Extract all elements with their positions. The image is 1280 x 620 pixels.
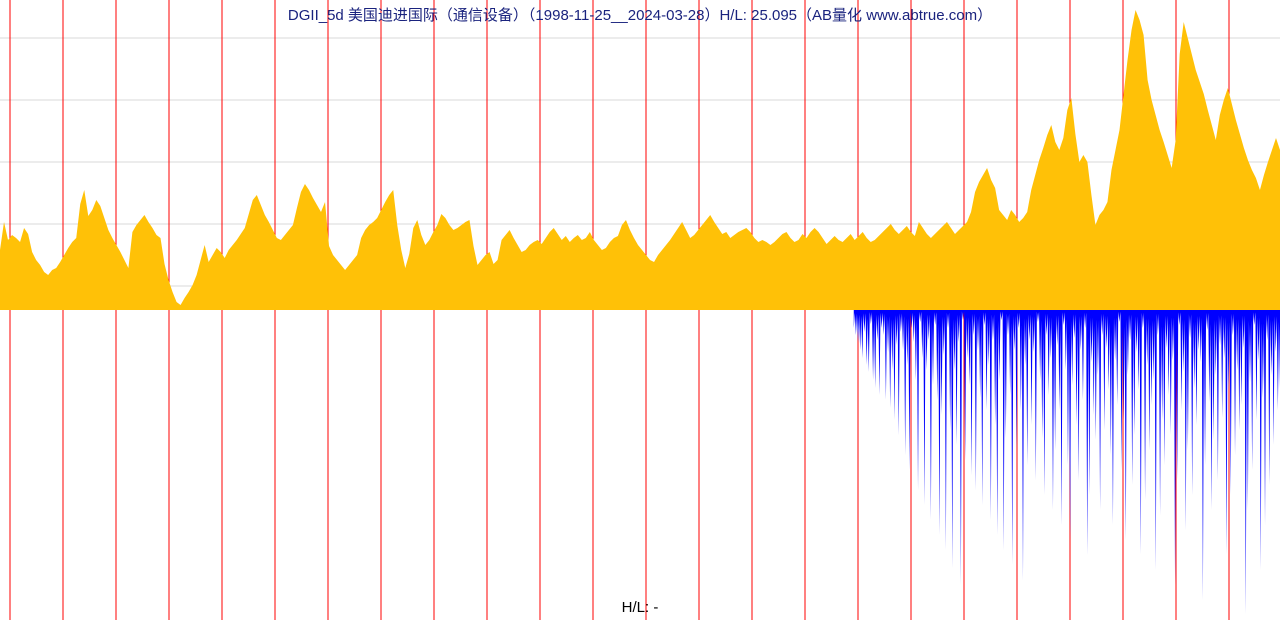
stock-chart	[0, 0, 1280, 620]
footer-label: H/L: -	[0, 599, 1280, 616]
chart-title: DGII_5d 美国迪进国际（通信设备）（1998-11-25__2024-03…	[0, 4, 1280, 25]
chart-svg	[0, 0, 1280, 620]
